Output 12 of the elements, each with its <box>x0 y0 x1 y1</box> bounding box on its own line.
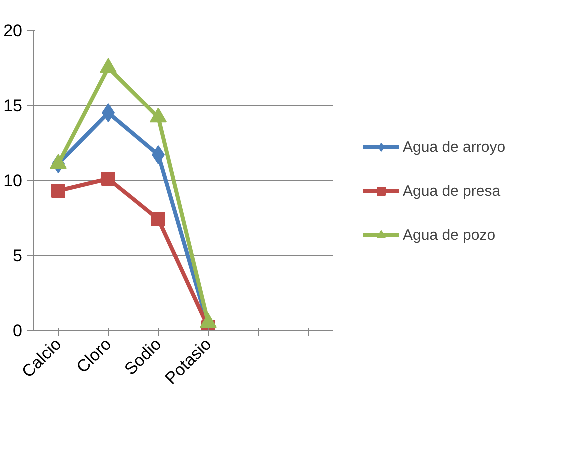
y-tick-label: 10 <box>4 172 23 190</box>
legend-label: Agua de pozo <box>403 226 497 246</box>
legend-label: Agua de arroyo <box>403 138 507 158</box>
y-tick-label: 15 <box>4 96 23 116</box>
point <box>52 184 66 198</box>
point <box>200 313 217 328</box>
point <box>152 212 166 226</box>
legend-label: Agua de presa <box>403 182 502 202</box>
y-tick-label: 0 <box>13 322 23 340</box>
y-tick-label: 20 <box>4 22 23 40</box>
point <box>102 172 116 186</box>
y-tick-label: 5 <box>13 246 23 266</box>
